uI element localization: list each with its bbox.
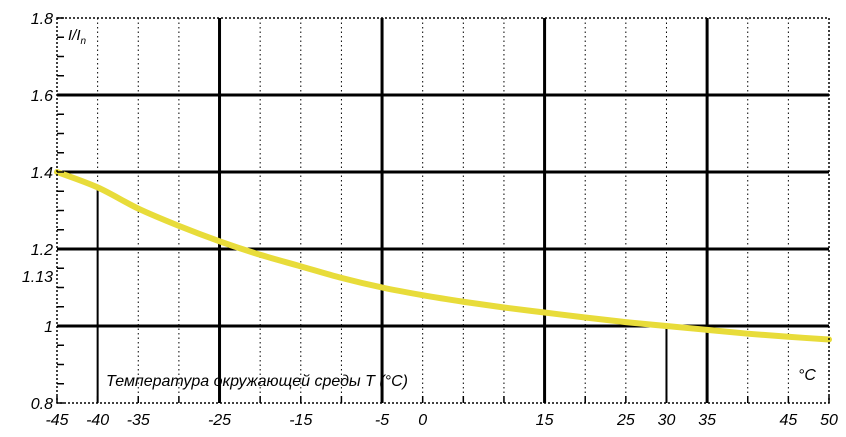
x-tick-label: -45: [45, 412, 68, 429]
x-tick-label: 25: [616, 412, 635, 429]
plot-border: [56, 17, 830, 404]
x-tick-label: -40: [86, 412, 109, 429]
x-tick-label: 35: [698, 412, 716, 429]
y-tick-labels: 0.8 1 1.13 1.2 1.4 1.6 1.8: [22, 11, 53, 413]
reference-lines: [96, 187, 668, 403]
y-tick-label: 1: [44, 319, 53, 336]
y-tick-label: 1.6: [31, 88, 53, 105]
x-tick-label: 50: [820, 412, 838, 429]
x-tick-label: -35: [127, 412, 150, 429]
x-axis-unit: °C: [798, 367, 816, 384]
x-tick-label: 15: [536, 412, 554, 429]
x-tick-label: 45: [779, 412, 797, 429]
x-tick-label: 30: [658, 412, 676, 429]
y-axis-label: I/In: [68, 27, 87, 47]
y-tick-label: 0.8: [31, 396, 53, 413]
x-tick-label: 0: [418, 412, 427, 429]
y-axis-label-subscript: n: [81, 36, 87, 47]
y-tick-label: 1.2: [31, 242, 53, 259]
series-line: [54, 169, 832, 343]
x-axis-title: Температура окружающей среды T (°C): [106, 373, 408, 390]
minor-gridlines: [57, 18, 829, 403]
y-tick-label: 1.8: [31, 11, 53, 28]
y-axis-label-main: I/I: [68, 27, 81, 44]
y-tick-label: 1.13: [22, 269, 53, 286]
x-tick-label: -15: [289, 412, 312, 429]
x-tick-label: -5: [375, 412, 389, 429]
y-tick-label: 1.4: [31, 165, 53, 182]
series-layer: [54, 169, 832, 343]
plot-frame: [56, 17, 830, 404]
x-tick-label: -25: [208, 412, 231, 429]
minor-ticks: [56, 17, 830, 404]
x-tick-labels: -45 -40 -35 -25 -15 -5 0 15 25 30 35 45 50: [45, 412, 838, 429]
major-gridlines: [57, 18, 829, 403]
